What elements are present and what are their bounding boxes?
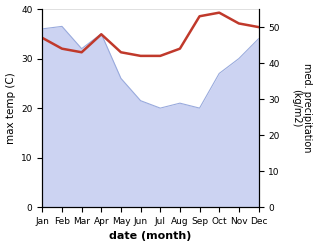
Y-axis label: med. precipitation
(kg/m2): med. precipitation (kg/m2)	[291, 63, 313, 153]
X-axis label: date (month): date (month)	[109, 231, 192, 242]
Y-axis label: max temp (C): max temp (C)	[5, 72, 16, 144]
